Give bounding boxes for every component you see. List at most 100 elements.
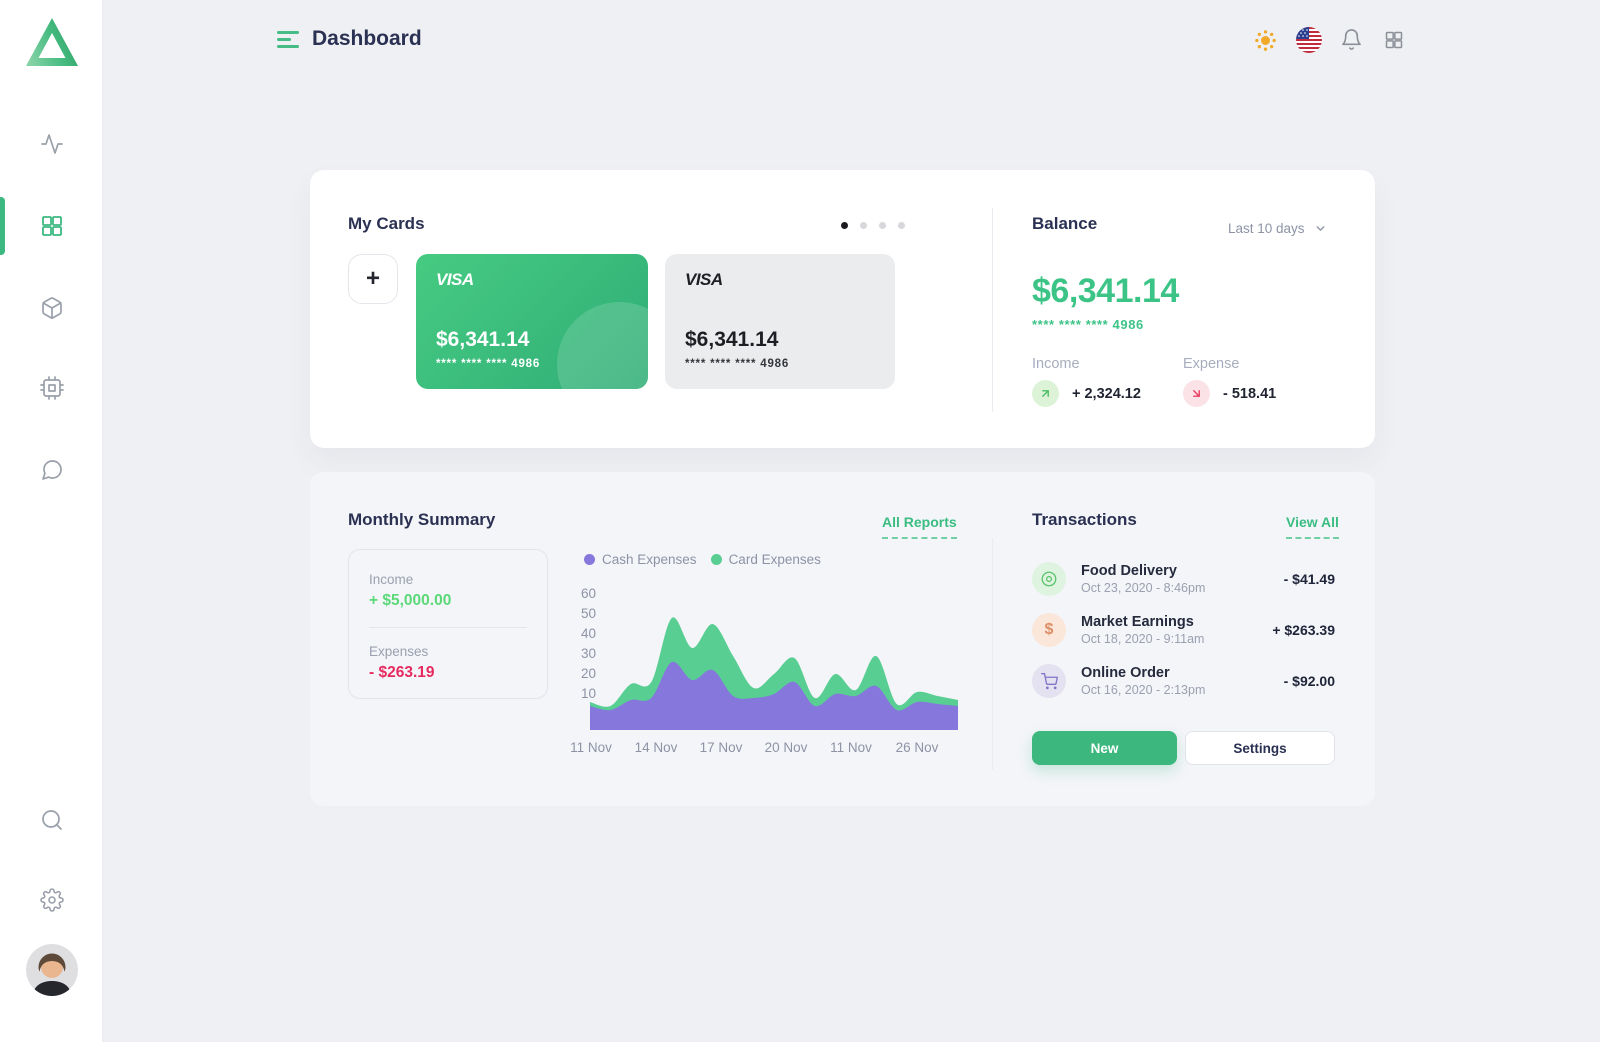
panel-divider	[992, 538, 993, 770]
language-flag-us-icon	[1296, 27, 1322, 53]
income-label: Income	[1032, 356, 1080, 372]
language-selector-button[interactable]	[1296, 27, 1322, 58]
sidebar-item-activity[interactable]	[0, 132, 103, 156]
y-axis-tick: 20	[580, 666, 596, 681]
carousel-dot[interactable]	[841, 222, 848, 229]
cash-legend-label: Cash Expenses	[602, 552, 697, 567]
card-legend-label: Card Expenses	[728, 552, 821, 567]
summary-expenses-value: - $263.19	[369, 664, 435, 681]
cash-expenses-area	[590, 661, 958, 730]
transaction-name: Online Order	[1081, 665, 1170, 681]
credit-card-gray[interactable]: VISA $6,341.14 **** **** **** 4986	[665, 254, 895, 389]
y-axis-tick: 50	[580, 606, 596, 621]
sidebar-item-devices[interactable]	[0, 376, 103, 400]
visa-logo: VISA	[685, 270, 723, 289]
card-legend-dot	[710, 554, 722, 565]
transaction-row[interactable]: Online Order Oct 16, 2020 - 2:13pm - $92…	[1032, 664, 1335, 698]
app-logo[interactable]	[0, 16, 103, 68]
all-reports-link[interactable]: All Reports	[882, 514, 957, 539]
transaction-amount: - $92.00	[1283, 673, 1335, 689]
expense-row: - 518.41	[1183, 380, 1276, 407]
transaction-amount: + $263.39	[1272, 622, 1335, 638]
transaction-name: Food Delivery	[1081, 563, 1177, 579]
x-axis-label: 14 Nov	[634, 740, 678, 755]
menu-toggle-button[interactable]	[277, 31, 299, 48]
transaction-date: Oct 23, 2020 - 8:46pm	[1081, 581, 1206, 595]
search-icon	[41, 810, 62, 830]
card-decor-circle	[557, 302, 648, 389]
apps-menu-button[interactable]	[1384, 30, 1404, 55]
sidebar-item-packages[interactable]	[0, 296, 103, 320]
card-number: **** **** **** 4986	[436, 358, 541, 370]
carousel-dot[interactable]	[879, 222, 886, 229]
online-order-icon-circle	[1032, 664, 1066, 698]
carousel-dot[interactable]	[898, 222, 905, 229]
transaction-row[interactable]: $ Market Earnings Oct 18, 2020 - 9:11am …	[1032, 613, 1335, 647]
balance-amount: $6,341.14	[1032, 272, 1179, 310]
legend-item-cash: Cash Expenses	[584, 552, 697, 567]
summary-box: Income + $5,000.00 Expenses - $263.19	[348, 549, 548, 699]
chart-legend: Cash Expenses Card Expenses	[584, 552, 821, 567]
area-chart-svg	[590, 617, 958, 730]
apps-grid-icon	[1385, 31, 1403, 49]
balance-range-dropdown[interactable]: Last 10 days	[1228, 221, 1327, 236]
cash-legend-dot	[584, 554, 595, 565]
carousel-dot[interactable]	[860, 222, 867, 229]
credit-card-green[interactable]: VISA $6,341.14 **** **** **** 4986	[416, 254, 648, 389]
balance-title: Balance	[1032, 214, 1098, 233]
sidebar-item-search[interactable]	[0, 808, 103, 832]
x-axis-label: 26 Nov	[895, 740, 939, 755]
theme-toggle-button[interactable]	[1253, 28, 1278, 58]
transaction-date: Oct 18, 2020 - 9:11am	[1081, 632, 1205, 646]
x-axis-label: 11 Nov	[830, 740, 872, 755]
transaction-amount: - $41.49	[1283, 571, 1335, 587]
cart-icon	[1040, 672, 1058, 689]
sidebar-active-indicator	[0, 197, 5, 255]
x-axis-label: 11 Nov	[570, 740, 612, 755]
sidebar-item-settings[interactable]	[0, 888, 103, 912]
summary-divider	[369, 627, 527, 628]
food-delivery-icon-circle	[1032, 562, 1066, 596]
expenses-area-chart	[590, 578, 958, 730]
monthly-summary-title: Monthly Summary	[348, 510, 496, 529]
disc-icon	[1041, 571, 1057, 587]
x-axis-label: 17 Nov	[699, 740, 743, 755]
notifications-button[interactable]	[1340, 28, 1600, 56]
arrow-up-right-icon	[1042, 390, 1049, 397]
add-card-button[interactable]: +	[348, 254, 398, 304]
balance-range-label: Last 10 days	[1228, 221, 1305, 236]
income-value: + 2,324.12	[1072, 385, 1141, 402]
activity-icon	[40, 134, 63, 154]
expense-value: - 518.41	[1223, 385, 1277, 402]
market-earnings-icon-circle: $	[1032, 613, 1066, 647]
expense-icon-circle	[1183, 380, 1210, 407]
sidebar-item-messages[interactable]	[0, 458, 103, 482]
transaction-name: Market Earnings	[1081, 614, 1194, 630]
transaction-text: Food Delivery Oct 23, 2020 - 8:46pm	[1081, 563, 1269, 595]
income-row: + 2,324.12	[1032, 380, 1141, 407]
theme-sun-icon	[1255, 30, 1276, 51]
new-transaction-button[interactable]: New	[1032, 731, 1177, 765]
transaction-date: Oct 16, 2020 - 2:13pm	[1081, 683, 1206, 697]
package-icon	[41, 297, 62, 319]
panel-divider	[992, 208, 993, 412]
dollar-icon: $	[1044, 621, 1054, 638]
transactions-title: Transactions	[1032, 510, 1137, 529]
summary-income-value: + $5,000.00	[369, 592, 452, 609]
y-axis-tick: 60	[580, 586, 596, 601]
transaction-row[interactable]: Food Delivery Oct 23, 2020 - 8:46pm - $4…	[1032, 562, 1335, 596]
chat-icon	[41, 460, 62, 480]
expense-label: Expense	[1183, 356, 1240, 372]
cards-balance-panel: My Cards + VISA $6,341.14 **** **** ****…	[310, 170, 1375, 448]
triangle-logo-icon	[25, 18, 78, 66]
sidebar-item-dashboard[interactable]	[0, 214, 103, 238]
page-title: Dashboard	[312, 27, 422, 50]
settings-button[interactable]: Settings	[1185, 731, 1335, 765]
card-balance: $6,341.14	[436, 328, 530, 351]
summary-transactions-panel: Monthly Summary All Reports Income + $5,…	[310, 472, 1375, 806]
view-all-link[interactable]: View All	[1286, 514, 1339, 539]
legend-item-card: Card Expenses	[710, 552, 821, 567]
cpu-icon	[39, 376, 64, 400]
user-avatar[interactable]	[0, 944, 103, 996]
summary-income-label: Income	[369, 572, 414, 587]
